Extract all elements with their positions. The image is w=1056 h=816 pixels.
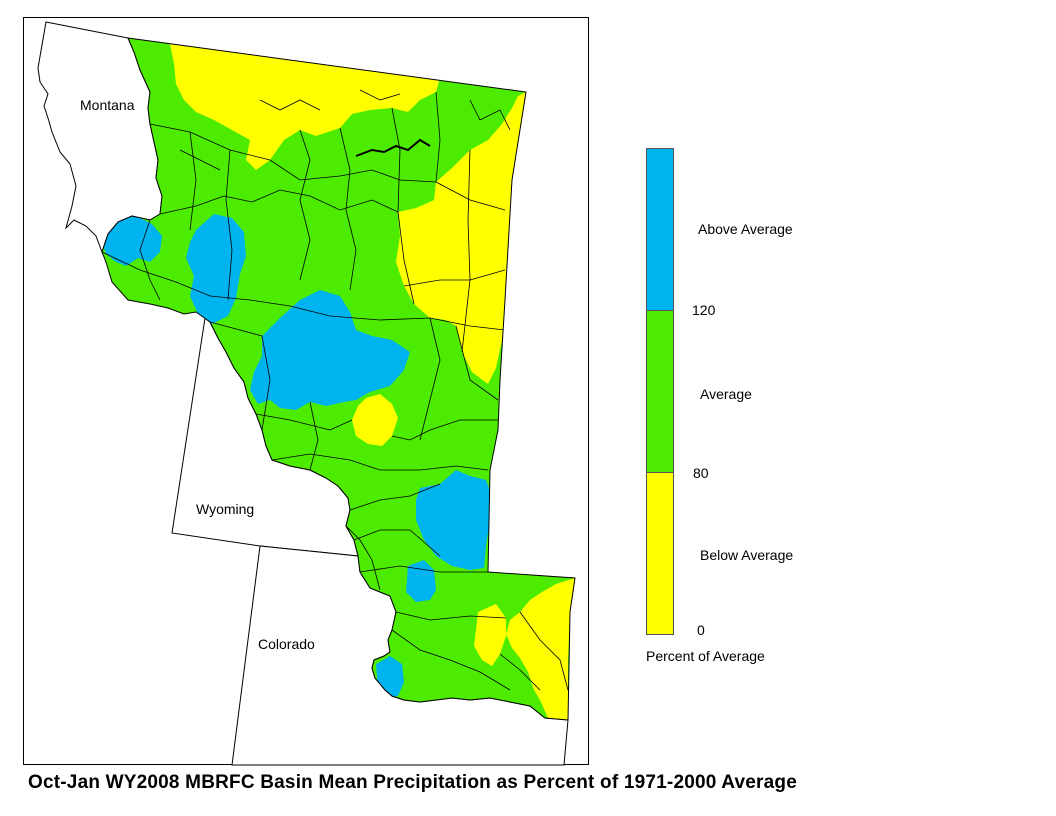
legend-swatch-average bbox=[646, 310, 674, 473]
basin-outline bbox=[101, 37, 576, 721]
state-label-montana: Montana bbox=[80, 97, 135, 113]
basin-above-west bbox=[102, 216, 162, 266]
basin-above-bighorn bbox=[250, 290, 410, 410]
legend-swatch-above bbox=[646, 148, 674, 311]
basin-below-north bbox=[170, 44, 440, 170]
legend-tick-80: 80 bbox=[693, 465, 709, 481]
basin-below-east bbox=[396, 92, 526, 384]
basin-below-south bbox=[474, 604, 506, 666]
river-line bbox=[355, 138, 431, 157]
figure-caption: Oct-Jan WY2008 MBRFC Basin Mean Precipit… bbox=[28, 772, 797, 793]
state-label-colorado: Colorado bbox=[258, 636, 315, 652]
legend-axis-title: Percent of Average bbox=[646, 648, 765, 664]
legend-label-below: Below Average bbox=[700, 547, 794, 563]
sub-basin-boundaries bbox=[102, 89, 569, 691]
legend-tick-0: 0 bbox=[697, 622, 705, 638]
legend-label-above: Above Average bbox=[698, 221, 793, 237]
basin-below-central bbox=[352, 394, 398, 446]
legend-label-average: Average bbox=[700, 386, 752, 402]
state-label-wyoming: Wyoming bbox=[196, 501, 255, 517]
basin-above-platte bbox=[416, 470, 492, 570]
basin-below-southeast bbox=[506, 578, 575, 720]
legend-swatch-below bbox=[646, 472, 674, 635]
legend-tick-120: 120 bbox=[692, 302, 716, 318]
